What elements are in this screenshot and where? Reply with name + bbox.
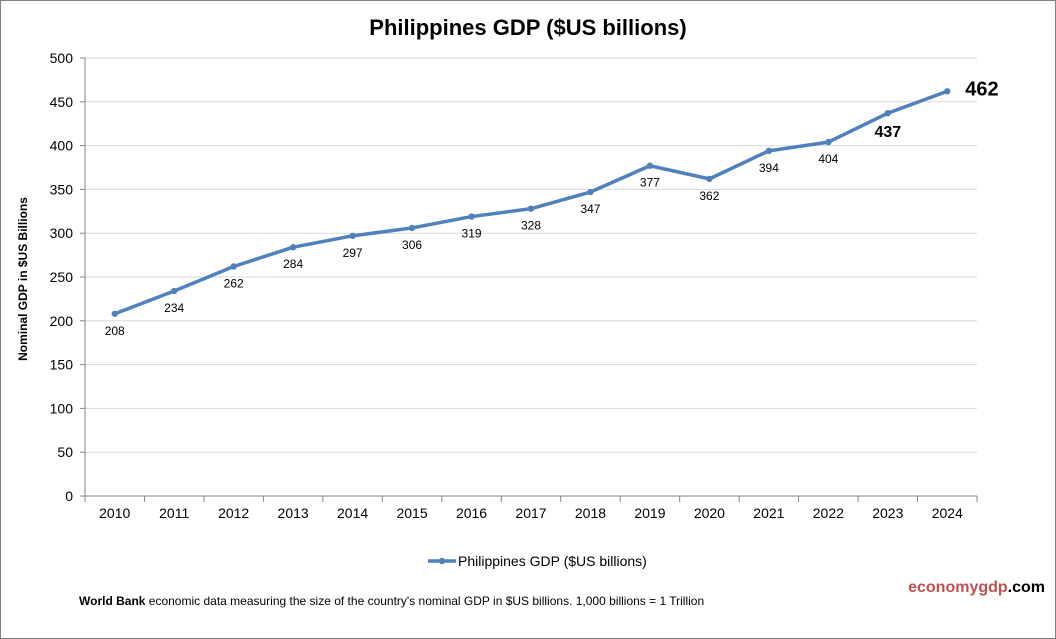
data-label: 437 — [874, 124, 901, 141]
x-tick-label: 2016 — [456, 505, 487, 521]
data-point — [825, 138, 832, 146]
x-tick-label: 2024 — [932, 505, 963, 521]
data-label: 328 — [521, 219, 541, 233]
x-tick-label: 2013 — [278, 505, 309, 521]
data-label: 462 — [965, 78, 998, 100]
y-tick-label: 450 — [50, 94, 74, 110]
x-tick-label: 2012 — [218, 505, 249, 521]
series-philippines-gdp — [111, 88, 951, 317]
data-label: 297 — [343, 246, 363, 260]
footnote-source: World Bank — [79, 594, 146, 608]
x-tick-label: 2014 — [337, 505, 368, 521]
data-point — [171, 287, 178, 295]
x-tick-label: 2019 — [634, 505, 665, 521]
x-tick-label: 2017 — [515, 505, 546, 521]
brand-tld: .com — [1007, 579, 1045, 596]
data-label: 306 — [402, 238, 422, 252]
y-tick-label: 50 — [57, 444, 73, 460]
legend-entry: Philippines GDP ($US billions) — [458, 553, 647, 569]
x-tick-label: 2010 — [99, 505, 130, 521]
x-tick-labels: 2010 2011 2012 2013 2014 2015 2016 2017 2018 2019… — [99, 505, 963, 521]
data-point — [468, 213, 475, 220]
data-label: 208 — [105, 324, 125, 338]
data-point — [587, 188, 594, 196]
data-point — [349, 232, 356, 240]
x-tick-label: 2023 — [872, 505, 903, 521]
data-label: 377 — [640, 176, 660, 190]
y-tick-label: 400 — [50, 138, 74, 154]
x-tick-label: 2021 — [753, 505, 784, 521]
data-point — [706, 175, 713, 183]
data-point — [884, 109, 891, 117]
data-point — [408, 224, 416, 232]
data-label: 362 — [699, 189, 719, 203]
y-tick-label: 100 — [50, 400, 74, 416]
data-point — [289, 244, 297, 251]
footnote: World Bank economic data measuring the s… — [79, 594, 704, 608]
x-tick-label: 2020 — [694, 505, 725, 521]
y-tick-label: 200 — [50, 313, 74, 329]
data-label: 262 — [224, 276, 244, 290]
x-tick-label: 2011 — [159, 505, 189, 521]
y-tick-label: 250 — [50, 269, 74, 285]
data-labels: 208 234 262 284 297 306 319 328 347 377 362 394 404 4… — [105, 78, 999, 338]
data-point — [944, 88, 951, 95]
y-tick-label: 350 — [50, 181, 74, 197]
data-label: 284 — [283, 257, 303, 271]
footnote-text: economic data measuring the size of the … — [145, 594, 705, 608]
x-tick-label: 2018 — [575, 505, 606, 521]
brand-name: economygdp — [908, 579, 1008, 596]
data-point — [111, 310, 118, 317]
y-tick-label: 150 — [50, 357, 74, 373]
gridlines — [85, 57, 977, 453]
x-tick-label: 2022 — [813, 505, 844, 521]
legend-marker — [438, 557, 446, 565]
data-label: 394 — [759, 161, 779, 175]
y-axis-label: Nominal GDP in $US Billions — [16, 197, 30, 361]
y-tick-label: 300 — [50, 225, 74, 241]
data-point — [765, 147, 773, 155]
y-tick-label: 500 — [50, 50, 74, 66]
x-tick-label: 2015 — [396, 505, 427, 521]
data-point — [646, 162, 654, 169]
data-label: 404 — [818, 152, 838, 166]
y-tick-labels: 0 50 100 150 200 250 300 350 400 450 500 — [50, 50, 74, 504]
data-label: 234 — [164, 301, 184, 315]
axes — [80, 57, 978, 502]
data-point — [527, 205, 535, 212]
legend: Philippines GDP ($US billions) — [428, 553, 647, 569]
y-tick-label: 0 — [65, 488, 73, 504]
data-point — [230, 263, 237, 270]
chart-title: Philippines GDP ($US billions) — [369, 15, 686, 40]
data-label: 347 — [580, 202, 600, 216]
data-label: 319 — [462, 227, 482, 241]
brand-logo[interactable]: economygdp.com — [908, 579, 1045, 597]
